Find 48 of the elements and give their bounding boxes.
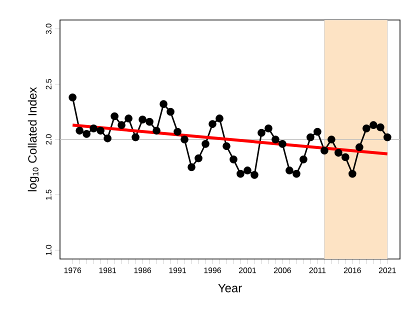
y-axis-title: log$_{10}$ Collated Index: [28, 87, 39, 192]
point: [174, 128, 182, 136]
point: [68, 94, 77, 102]
point: [328, 136, 336, 144]
point: [76, 126, 84, 135]
point: [348, 170, 356, 178]
point: [362, 124, 370, 132]
point: [138, 116, 146, 124]
point: [96, 126, 105, 135]
point: [306, 133, 314, 142]
point: [202, 140, 210, 148]
point: [314, 128, 322, 136]
point: [180, 136, 188, 144]
point: [341, 153, 350, 162]
point: [160, 100, 168, 108]
point: [355, 143, 364, 152]
x-axis-title: Year: [218, 284, 242, 292]
point: [236, 170, 244, 178]
point: [90, 124, 98, 132]
point: [132, 133, 140, 142]
point: [334, 148, 342, 157]
point: [264, 124, 272, 132]
point: [272, 136, 280, 144]
point: [258, 128, 266, 137]
point: [104, 134, 112, 142]
point: [124, 114, 132, 122]
point: [118, 121, 126, 130]
point: [222, 142, 230, 150]
point: [110, 112, 119, 120]
point: [300, 155, 308, 164]
point: [216, 114, 224, 122]
point: [286, 166, 294, 174]
point: [230, 155, 238, 164]
point: [146, 118, 154, 126]
point: [166, 108, 174, 116]
point: [369, 121, 378, 130]
point: [320, 146, 328, 154]
point: [250, 170, 258, 179]
point: [376, 123, 384, 132]
point: [244, 166, 252, 174]
point: [194, 154, 202, 162]
point: [152, 126, 160, 135]
point: [278, 140, 286, 148]
point: [208, 120, 216, 128]
point: [188, 163, 196, 172]
point: [383, 133, 392, 142]
point: [82, 130, 91, 138]
point: [292, 170, 300, 178]
